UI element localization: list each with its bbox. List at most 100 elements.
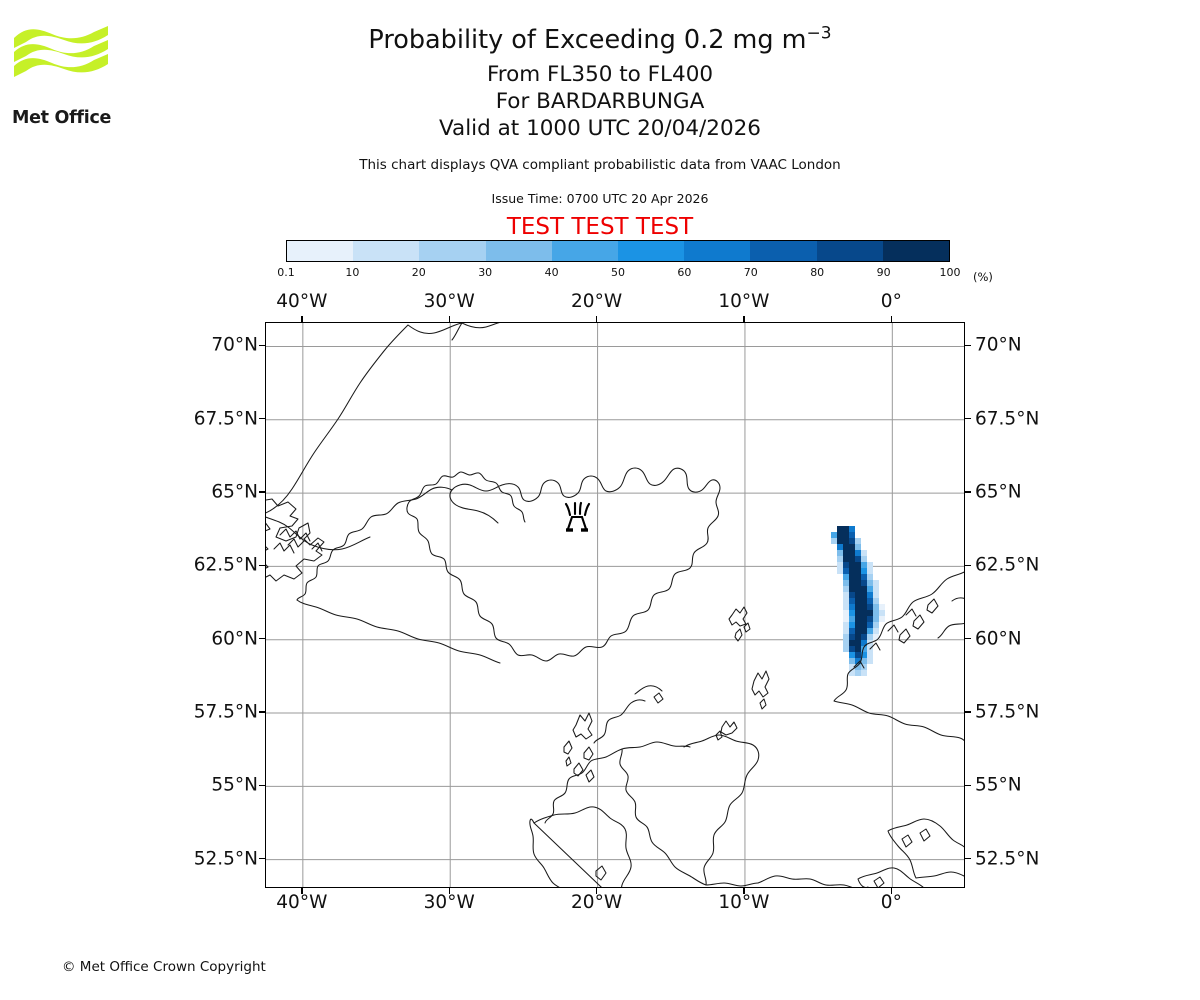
lon-tick-label: 10°W (718, 892, 770, 913)
plume-cell (873, 634, 879, 640)
plume-cell (867, 634, 873, 640)
lon-tick-label: 20°W (571, 291, 623, 312)
plume-cell (843, 574, 849, 580)
colorbar-tick-50: 50 (611, 266, 625, 279)
colorbar-tick-60: 60 (677, 266, 692, 279)
lat-tickmark (259, 857, 265, 860)
shetland-islands (751, 670, 770, 710)
plume-cell (873, 604, 879, 610)
plume-cell (855, 586, 861, 592)
plume-cell (873, 622, 879, 628)
plume-cell (849, 652, 855, 658)
plume-cell (861, 598, 867, 604)
valid-time-line: Valid at 1000 UTC 20/04/2026 (438, 116, 761, 141)
plume-cell (855, 544, 861, 550)
plume-cell (849, 610, 855, 616)
scotland-west-coast (544, 685, 664, 824)
colorbar-tick-30: 30 (478, 266, 493, 279)
plume-cell (837, 562, 843, 568)
plume-cell (843, 646, 849, 652)
plume-cell (849, 670, 855, 676)
colorbar-band-0 (287, 241, 354, 261)
colorbar-tick-70: 70 (743, 266, 758, 279)
lat-tickmark (965, 638, 971, 640)
plume-cell (861, 628, 867, 634)
plume-cell (867, 652, 873, 658)
plume-cell (855, 592, 861, 598)
colorbar-unit-label: (%) (973, 270, 993, 284)
plume-cell (873, 598, 879, 604)
plume-cell (873, 586, 879, 592)
plume-cell (843, 532, 849, 538)
colorbar-tick-10: 10 (345, 266, 360, 279)
lat-tickmark (965, 564, 971, 567)
denmark-coast (887, 818, 964, 879)
lat-tick-label-right: 57.5°N (975, 701, 1040, 723)
colorbar-band-5 (618, 241, 685, 261)
plume-cell (855, 550, 861, 556)
lat-tickmark (259, 491, 265, 493)
plume-cell (849, 634, 855, 640)
qva-note: This chart displays QVA compliant probab… (359, 157, 841, 173)
plume-cell (855, 622, 861, 628)
plume-cell (873, 628, 879, 634)
lat-tick-label-right: 55°N (975, 774, 1022, 796)
plume-cell (849, 604, 855, 610)
colorbar-band-2 (419, 241, 486, 261)
plume-cell (855, 610, 861, 616)
plume-cell (855, 616, 861, 622)
plume-cell (873, 592, 879, 598)
lon-tickmark (890, 888, 893, 894)
plume-cell (861, 586, 867, 592)
plume-cell (867, 604, 873, 610)
plume-cell (861, 658, 867, 664)
lat-tick-label-right: 62.5°N (975, 554, 1040, 576)
lat-tickmark (259, 784, 265, 787)
greenland-fjords (273, 528, 323, 554)
plume-cell (849, 538, 855, 544)
lon-tickmark (596, 316, 598, 322)
plume-cell (879, 604, 885, 610)
map-plot-area (265, 322, 965, 888)
plume-cell (849, 598, 855, 604)
plume-cell (861, 562, 867, 568)
plume-cell (843, 526, 849, 532)
map-gridlines (266, 323, 964, 887)
plume-cell (843, 622, 849, 628)
plume-cell (843, 550, 849, 556)
plume-cell (879, 610, 885, 616)
iceland-coast (406, 467, 721, 662)
volcano-marker-bardarbunga (564, 501, 591, 532)
lat-tickmark (259, 418, 265, 420)
plume-cell (837, 532, 843, 538)
plume-cell (861, 646, 867, 652)
lat-tick-label-right: 65°N (975, 481, 1022, 503)
lat-tickmark (259, 344, 265, 347)
lon-tick-label: 0° (880, 892, 902, 913)
colorbar-band-8 (816, 241, 883, 261)
lat-tick-label-left: 57.5°N (193, 701, 258, 723)
plume-cell (843, 604, 849, 610)
ireland-coast (529, 806, 632, 887)
lat-tick-label-left: 70°N (211, 334, 258, 356)
lat-tick-label-left: 55°N (211, 774, 258, 796)
plume-cell (849, 646, 855, 652)
colorbar-tick-80: 80 (810, 266, 825, 279)
lon-tick-label: 30°W (423, 892, 475, 913)
plume-cell (873, 580, 879, 586)
plume-cell (843, 592, 849, 598)
plume-cell (855, 640, 861, 646)
plume-cell (867, 628, 873, 634)
plume-cell (843, 538, 849, 544)
met-office-logo: Met Office (12, 24, 122, 127)
plume-cell (855, 580, 861, 586)
plume-cell (843, 586, 849, 592)
lon-tickmark (743, 316, 745, 322)
plume-cell (849, 592, 855, 598)
plume-cell (849, 586, 855, 592)
greenland-north-coast (451, 323, 500, 341)
lon-tickmark (448, 888, 451, 894)
plume-cell (861, 574, 867, 580)
lat-tick-label-right: 67.5°N (975, 408, 1040, 430)
plume-cell (861, 616, 867, 622)
